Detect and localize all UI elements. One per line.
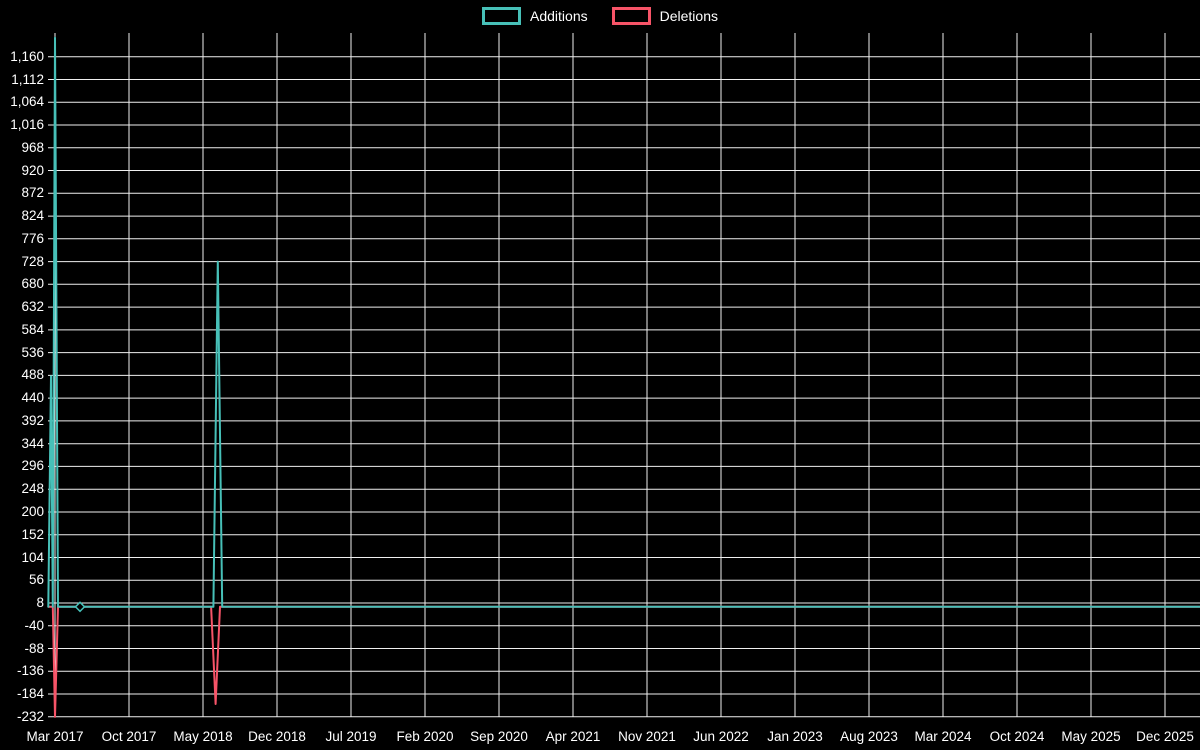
additions-swatch xyxy=(482,7,522,25)
point-marker[interactable] xyxy=(74,601,86,613)
y-tick-label: 152 xyxy=(21,526,44,542)
y-tick-label: 392 xyxy=(21,412,44,428)
x-tick-label: Mar 2024 xyxy=(914,729,972,744)
y-tick-label: 536 xyxy=(21,344,44,360)
deletions-line xyxy=(47,605,1200,718)
legend-item-deletions[interactable]: Deletions xyxy=(611,7,718,25)
x-tick-label: Feb 2020 xyxy=(396,729,454,744)
y-axis-labels: 1,160 1,112 1,064 1,016 968 920 872 824 776 728 68… xyxy=(0,0,45,750)
y-tick-label: 440 xyxy=(21,390,44,406)
y-tick-label: 632 xyxy=(21,299,44,315)
x-tick-label: Mar 2017 xyxy=(26,729,84,744)
y-tick-label: -232 xyxy=(16,708,44,724)
y-tick-label: 344 xyxy=(21,435,44,451)
y-tick-label: -40 xyxy=(24,617,44,633)
x-tick-label: Apr 2021 xyxy=(545,729,601,744)
x-axis-labels: Mar 2017 Oct 2017 May 2018 Dec 2018 Jul 2019… xyxy=(0,729,1200,749)
x-tick-label: Nov 2021 xyxy=(618,729,676,744)
x-tick-label: Jun 2022 xyxy=(693,729,749,744)
x-tick-label: Oct 2024 xyxy=(989,729,1045,744)
y-tick-label: 56 xyxy=(28,572,44,588)
y-tick-label: 248 xyxy=(21,481,44,497)
y-tick-label: 1,016 xyxy=(10,117,44,132)
y-tick-label: 824 xyxy=(21,208,44,224)
y-tick-label: 776 xyxy=(21,230,44,246)
y-tick-label: 680 xyxy=(21,276,44,292)
y-tick-label: 488 xyxy=(21,367,44,383)
y-tick-label: 584 xyxy=(21,321,44,337)
gridlines xyxy=(48,33,1200,718)
additions-line xyxy=(47,36,1200,608)
y-tick-label: 872 xyxy=(21,185,44,201)
x-tick-label: May 2025 xyxy=(1061,729,1121,744)
y-tick-label: 728 xyxy=(21,253,44,269)
y-tick-label: -88 xyxy=(24,640,44,656)
legend-item-additions[interactable]: Additions xyxy=(482,7,588,25)
x-tick-label: May 2018 xyxy=(173,729,233,744)
y-tick-label: 1,064 xyxy=(10,94,44,110)
additions-legend-label: Additions xyxy=(530,8,588,24)
y-tick-label: -136 xyxy=(16,663,44,679)
y-tick-label: 1,112 xyxy=(11,71,44,87)
x-tick-label: Dec 2018 xyxy=(248,729,306,744)
x-tick-label: Sep 2020 xyxy=(470,729,528,744)
y-tick-label: 8 xyxy=(36,595,44,610)
x-tick-label: Jul 2019 xyxy=(325,729,377,744)
deletions-swatch xyxy=(611,7,651,25)
x-tick-label: Jan 2023 xyxy=(767,729,823,744)
x-tick-label: Aug 2023 xyxy=(840,729,898,744)
y-tick-label: 200 xyxy=(21,504,44,519)
x-tick-label: Dec 2025 xyxy=(1136,729,1194,744)
y-tick-label: 1,160 xyxy=(10,48,44,64)
y-tick-label: 920 xyxy=(21,162,44,178)
deletions-legend-label: Deletions xyxy=(659,8,718,24)
y-tick-label: -184 xyxy=(16,686,44,701)
y-tick-label: 104 xyxy=(21,549,44,565)
y-tick-label: 296 xyxy=(21,458,44,474)
x-tick-label: Oct 2017 xyxy=(101,729,157,744)
y-tick-label: 968 xyxy=(21,139,44,155)
legend: Additions Deletions xyxy=(0,7,1200,25)
